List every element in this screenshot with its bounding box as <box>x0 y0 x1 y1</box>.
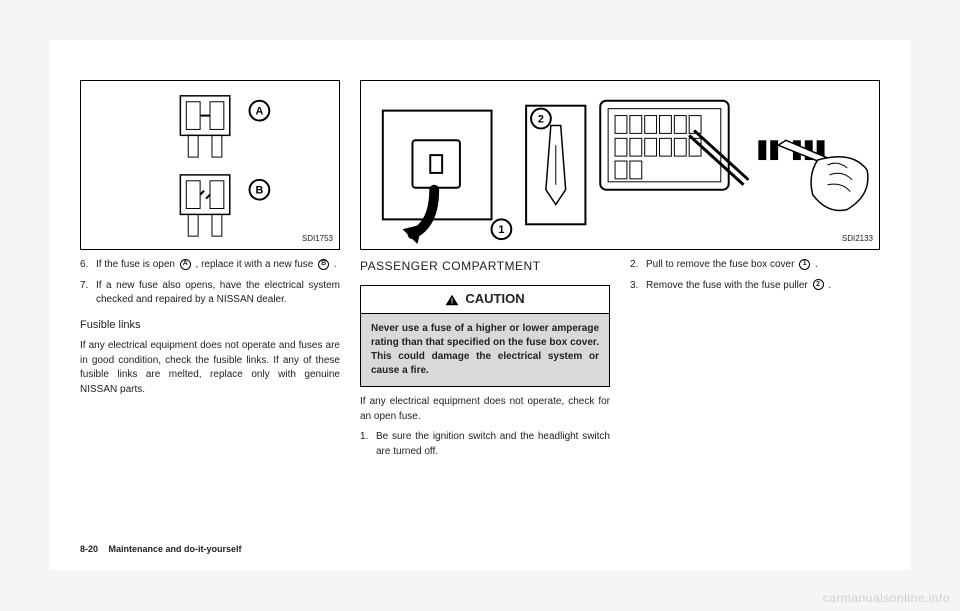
step1-text: Be sure the ignition switch and the head… <box>376 430 610 459</box>
step3-text: Remove the fuse with the fuse puller 2 . <box>646 279 880 294</box>
step-2: 2. Pull to remove the fuse box cover 1 . <box>630 258 880 273</box>
step3-text-b: . <box>828 280 831 291</box>
caution-heading: ! CAUTION <box>361 286 609 314</box>
figure-fuses: A B SDI1753 <box>80 80 340 250</box>
step7-number: 7. <box>80 279 96 308</box>
column-layout: A B SDI1753 6. <box>80 80 880 520</box>
fusebox-diagram-icon: 1 2 <box>361 81 879 249</box>
column-2: 1 2 <box>360 80 880 520</box>
callout-2: 2 <box>538 114 544 126</box>
step7-text: If a new fuse also opens, have the elect… <box>96 279 340 308</box>
caution-box: ! CAUTION Never use a fuse of a higher o… <box>360 285 610 387</box>
step1-number: 1. <box>360 430 376 459</box>
step2-text-a: Pull to remove the fuse box cover <box>646 259 794 270</box>
fuse-label-a: A <box>255 106 263 118</box>
column-3-lower: 2. Pull to remove the fuse box cover 1 .… <box>630 258 880 520</box>
column-2-lower: PASSENGER COMPARTMENT ! CAUTION Never us… <box>360 258 610 520</box>
fuse-diagram-icon: A B <box>81 81 339 249</box>
step-6: 6. If the fuse is open A , replace it wi… <box>80 258 340 273</box>
step2-text-b: . <box>815 259 818 270</box>
step6-text-b: , replace it with a new fuse <box>196 259 314 270</box>
warning-triangle-icon: ! <box>445 294 459 306</box>
section-title: Maintenance and do-it-yourself <box>109 544 242 554</box>
caution-label: CAUTION <box>465 290 524 309</box>
step-3: 3. Remove the fuse with the fuse puller … <box>630 279 880 294</box>
step3-text-a: Remove the fuse with the fuse puller <box>646 280 808 291</box>
step6-text-c: . <box>334 259 337 270</box>
manual-page: A B SDI1753 6. <box>50 40 910 570</box>
col2-para: If any electrical equipment does not ope… <box>360 395 610 424</box>
figure1-caption: SDI1753 <box>302 233 333 245</box>
svg-text:!: ! <box>451 298 453 305</box>
label-b-inline: B <box>318 259 329 270</box>
step6-number: 6. <box>80 258 96 273</box>
page-number: 8-20 <box>80 544 98 554</box>
figure2-caption: SDI2133 <box>842 233 873 245</box>
step2-text: Pull to remove the fuse box cover 1 . <box>646 258 880 273</box>
watermark-text: carmanualsonline.info <box>823 591 950 605</box>
step-7: 7. If a new fuse also opens, have the el… <box>80 279 340 308</box>
step2-number: 2. <box>630 258 646 273</box>
step6-text: If the fuse is open A , replace it with … <box>96 258 340 273</box>
label-a-inline: A <box>180 259 191 270</box>
passenger-compartment-heading: PASSENGER COMPARTMENT <box>360 258 610 275</box>
column-1: A B SDI1753 6. <box>80 80 340 520</box>
label-1-inline: 1 <box>799 259 810 270</box>
callout-1: 1 <box>498 224 504 236</box>
figure-passenger-fusebox: 1 2 <box>360 80 880 250</box>
fusible-links-para: If any electrical equipment does not ope… <box>80 339 340 397</box>
fusible-links-heading: Fusible links <box>80 318 340 334</box>
label-2-inline: 2 <box>813 279 824 290</box>
fuse-label-b: B <box>255 185 263 197</box>
page-footer: 8-20 Maintenance and do-it-yourself <box>80 544 242 554</box>
caution-body-text: Never use a fuse of a higher or lower am… <box>361 314 609 386</box>
step-1: 1. Be sure the ignition switch and the h… <box>360 430 610 459</box>
step6-text-a: If the fuse is open <box>96 259 175 270</box>
step3-number: 3. <box>630 279 646 294</box>
